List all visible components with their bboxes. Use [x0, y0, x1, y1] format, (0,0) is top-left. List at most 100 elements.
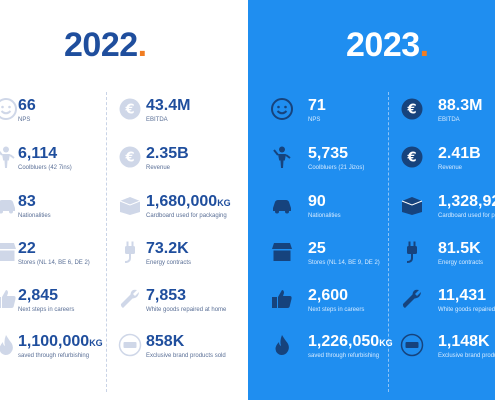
stat-number: 66 [18, 97, 36, 114]
stat-value: 5,735 [308, 145, 348, 163]
stat-value: 1,328,922 [438, 193, 495, 211]
stat-label: Coolblue­rs (21 Jizos) [308, 165, 365, 171]
thumbs-up-icon [0, 287, 18, 311]
stat-number: 2.35B [146, 145, 189, 162]
euro-coin-icon: € [400, 145, 424, 169]
stat-number: 71 [308, 97, 326, 114]
stat-value: 90 [308, 193, 326, 211]
stat-value: 43.4M [146, 97, 190, 115]
stat-brand-badge: 1,148K Exclusive brand products [400, 333, 495, 373]
stat-store: 22 Stores (NL 14, BE 6, DE 2) [0, 240, 124, 280]
stat-label: Next steps in careers [308, 307, 365, 313]
store-icon [0, 240, 18, 264]
stat-label: Revenue [146, 165, 171, 171]
stat-label: Energy contracts [438, 260, 484, 266]
stat-flame: 1,226,050KG saved through refurbishing [270, 333, 400, 373]
stat-value: 7,853 [146, 287, 186, 305]
stat-number: 81.5K [438, 240, 481, 257]
stat-number: 90 [308, 193, 326, 210]
stat-value: 71 [308, 97, 326, 115]
stat-number: 2.41B [438, 145, 481, 162]
column-divider [388, 92, 389, 392]
stat-brand-badge: 858K Exclusive brand products sold [118, 333, 248, 373]
stat-number: 1,226,050 [308, 333, 380, 350]
stat-euro-coin: €43.4M EBITDA [118, 97, 248, 137]
stat-value: 11,431 [438, 287, 486, 305]
stat-car: 90 Nationalities [270, 193, 400, 233]
stat-label: White goods repaired at home [146, 307, 227, 313]
euro-coin-icon: € [118, 97, 142, 121]
stat-value: 1,680,000KG [146, 193, 231, 212]
stat-number: 6,114 [18, 145, 58, 162]
plug-icon [118, 240, 142, 264]
wrench-icon [400, 287, 424, 311]
stat-value: 1,100,000KG [18, 333, 103, 352]
stat-number: 7,853 [146, 287, 187, 304]
year-dot: . [137, 26, 147, 64]
stat-unit: KG [89, 338, 103, 348]
stat-euro-coin: €88.3M EBITDA [400, 97, 495, 137]
stat-plug: 73.2K Energy contracts [118, 240, 248, 280]
plug-icon [400, 240, 424, 264]
stat-value: 73.2K [146, 240, 189, 258]
stat-value: 83 [18, 193, 36, 211]
box-icon [118, 193, 142, 217]
stat-number: 1,328,922 [438, 193, 495, 210]
year-heading-2023: 2023. [346, 26, 429, 65]
euro-coin-icon: € [400, 97, 424, 121]
stat-number: 73.2K [146, 240, 189, 257]
svg-text:€: € [124, 151, 134, 166]
stat-label: NPS [18, 117, 31, 123]
stat-wrench: 7,853 White goods repaired at home [118, 287, 248, 327]
year-text: 2022 [64, 26, 138, 64]
stat-person: 5,735 Coolblue­rs (21 Jizos) [270, 145, 400, 185]
svg-text:€: € [406, 151, 416, 166]
stat-value: 88.3M [438, 97, 482, 115]
year-text: 2023 [346, 26, 420, 64]
stat-value: 25 [308, 240, 326, 258]
stat-number: 43.4M [146, 97, 191, 114]
stat-label: Revenue [438, 165, 463, 171]
stat-value: 81.5K [438, 240, 481, 258]
thumbs-up-icon [270, 287, 294, 311]
stat-label: EBITDA [146, 117, 168, 123]
brand-badge-icon [118, 333, 142, 357]
svg-text:€: € [124, 103, 134, 118]
stat-label: Energy contracts [146, 260, 192, 266]
stat-value: 6,114 [18, 145, 57, 163]
car-icon [0, 193, 18, 217]
stat-number: 5,735 [308, 145, 349, 162]
year-dot: . [419, 26, 429, 64]
stat-value: 66 [18, 97, 36, 115]
stat-wrench: 11,431 White goods repaired at h [400, 287, 495, 327]
stat-number: 25 [308, 240, 326, 257]
wrench-icon [118, 287, 142, 311]
person-icon [0, 145, 18, 169]
stat-person: 6,114 Coolblue­rs (42 7ins) [0, 145, 124, 185]
column-divider [106, 92, 107, 392]
stat-car: 83 Nationalities [0, 193, 124, 233]
panel-2022: 2022. 66 NPS €43.4M EBITDA 6,114 Coolblue­rs … [0, 26, 248, 392]
stat-label: Stores (NL 14, BE 6, DE 2) [18, 260, 90, 266]
stat-label: Exclusive brand products sold [146, 353, 226, 359]
smiley-icon [270, 97, 294, 121]
stat-label: saved through refurbishing [308, 353, 380, 359]
stat-number: 22 [18, 240, 36, 257]
stat-value: 1,148K [438, 333, 490, 351]
stat-number: 2,600 [308, 287, 349, 304]
stat-number: 1,680,000 [146, 193, 218, 210]
stat-value: 1,226,050KG [308, 333, 393, 352]
stat-smiley: 66 NPS [0, 97, 124, 137]
stat-label: Exclusive brand products [438, 353, 495, 359]
stat-number: 1,100,000 [18, 333, 90, 350]
store-icon [270, 240, 294, 264]
stat-label: Cardboard used for packag [438, 213, 495, 219]
stat-label: Nationalities [308, 213, 341, 219]
stat-value: 858K [146, 333, 184, 351]
flame-icon [270, 333, 294, 357]
flame-icon [0, 333, 18, 357]
stat-thumbs-up: 2,600 Next steps in careers [270, 287, 400, 327]
euro-coin-icon: € [118, 145, 142, 169]
stat-number: 83 [18, 193, 36, 210]
stat-box: 1,680,000KG Cardboard used for packaging [118, 193, 248, 233]
